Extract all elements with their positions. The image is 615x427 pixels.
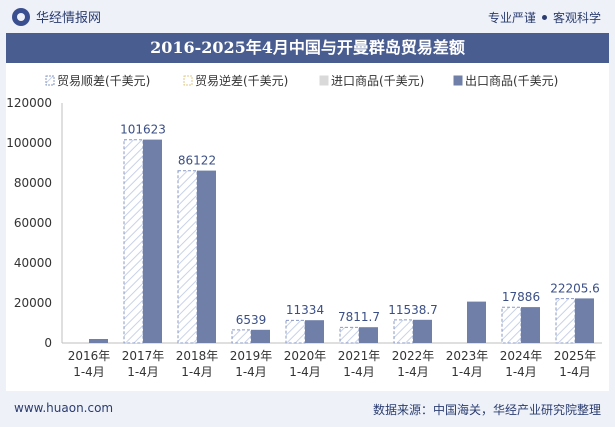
slogan: 专业严谨 客观科学 [488, 9, 601, 26]
x-tick-label: 1-4月 [505, 365, 537, 379]
surplus-bar [555, 298, 576, 344]
y-tick-label: 0 [44, 336, 52, 350]
legend-swatch-3 [453, 75, 463, 86]
y-tick-label: 120000 [6, 96, 52, 110]
legend-label-0: 贸易顺差(千美元) [57, 74, 150, 88]
y-tick-label: 40000 [14, 256, 52, 270]
slogan-right: 客观科学 [552, 11, 601, 25]
x-tick-label: 2021年 [338, 349, 381, 363]
x-tick-label: 1-4月 [181, 365, 213, 379]
export-bar [413, 319, 432, 343]
bar-chart: 贸易顺差(千美元) 贸易逆差(千美元) 进口商品(千美元) 出口商品(千美元) 0 200… [6, 73, 602, 379]
export-bar [197, 170, 216, 343]
export-bar [305, 320, 324, 343]
y-tick-label: 60000 [14, 216, 52, 230]
export-bar [89, 339, 108, 343]
brand-logo-icon [12, 7, 30, 26]
data-label: 22205.6 [550, 281, 600, 295]
data-label: 101623 [120, 123, 166, 137]
x-tick-label: 1-4月 [397, 365, 429, 379]
x-tick-label: 1-4月 [289, 365, 321, 379]
surplus-bar [393, 319, 414, 344]
data-label: 11538.7 [388, 303, 438, 317]
brand-name: 华经情报网 [36, 11, 102, 26]
x-tick-label: 2024年 [500, 349, 543, 363]
x-tick-label: 1-4月 [559, 365, 591, 379]
legend-label-1: 贸易逆差(千美元) [195, 73, 288, 88]
x-tick-label: 2025年 [554, 349, 597, 363]
surplus-bar [177, 170, 198, 344]
slogan-left: 专业严谨 [487, 11, 536, 25]
export-bar [467, 301, 486, 343]
surplus-bar [339, 326, 360, 344]
bullet-icon [541, 15, 547, 20]
title-bar: 2016-2025年4月中国与开曼群岛贸易差额 [6, 33, 609, 63]
chart-area: 贸易顺差(千美元) 贸易逆差(千美元) 进口商品(千美元) 出口商品(千美元) 0 200… [6, 63, 609, 391]
x-tick-label: 1-4月 [451, 365, 483, 379]
export-bar [521, 307, 540, 343]
x-tick-label: 1-4月 [73, 365, 105, 379]
x-tick-label: 1-4月 [343, 365, 375, 379]
legend-label-2: 进口商品(千美元) [331, 73, 424, 88]
data-label: 11334 [286, 303, 324, 317]
brand: 华经情报网 [12, 7, 101, 26]
footer-source: 数据来源：中国海关，华经产业研究院整理 [372, 403, 601, 417]
export-bar [251, 329, 270, 343]
x-tick-label: 1-4月 [127, 365, 159, 379]
legend-swatch-1 [183, 75, 193, 86]
data-label: 6539 [236, 313, 267, 327]
surplus-bar [123, 139, 144, 344]
x-tick-label: 2018年 [176, 349, 219, 363]
legend-label-3: 出口商品(千美元) [465, 73, 558, 88]
data-label: 7811.7 [338, 310, 380, 324]
footer: www.huaon.com 数据来源：中国海关，华经产业研究院整理 [0, 393, 615, 427]
surplus-bar [231, 329, 252, 344]
legend-swatch-0 [45, 75, 55, 86]
y-tick-label: 100000 [6, 136, 52, 150]
x-tick-label: 2016年 [68, 349, 111, 363]
surplus-bar [501, 306, 522, 344]
y-tick-label: 20000 [14, 296, 52, 310]
legend-swatch-2 [319, 75, 329, 86]
x-tick-label: 1-4月 [235, 365, 267, 379]
footer-site: www.huaon.com [14, 401, 114, 415]
export-bar [359, 327, 378, 343]
data-label: 17886 [502, 290, 540, 304]
export-bar [575, 298, 594, 343]
surplus-bar [285, 319, 306, 344]
x-tick-label: 2017年 [122, 349, 165, 363]
export-bar [143, 139, 162, 343]
x-tick-label: 2023年 [446, 349, 489, 363]
data-label: 86122 [178, 154, 216, 168]
x-tick-label: 2020年 [284, 349, 327, 363]
header-bar: 华经情报网 专业严谨 客观科学 [0, 0, 615, 34]
y-tick-label: 80000 [14, 176, 52, 190]
chart-title: 2016-2025年4月中国与开曼群岛贸易差额 [150, 38, 465, 57]
x-tick-label: 2022年 [392, 349, 435, 363]
x-tick-label: 2019年 [230, 349, 273, 363]
